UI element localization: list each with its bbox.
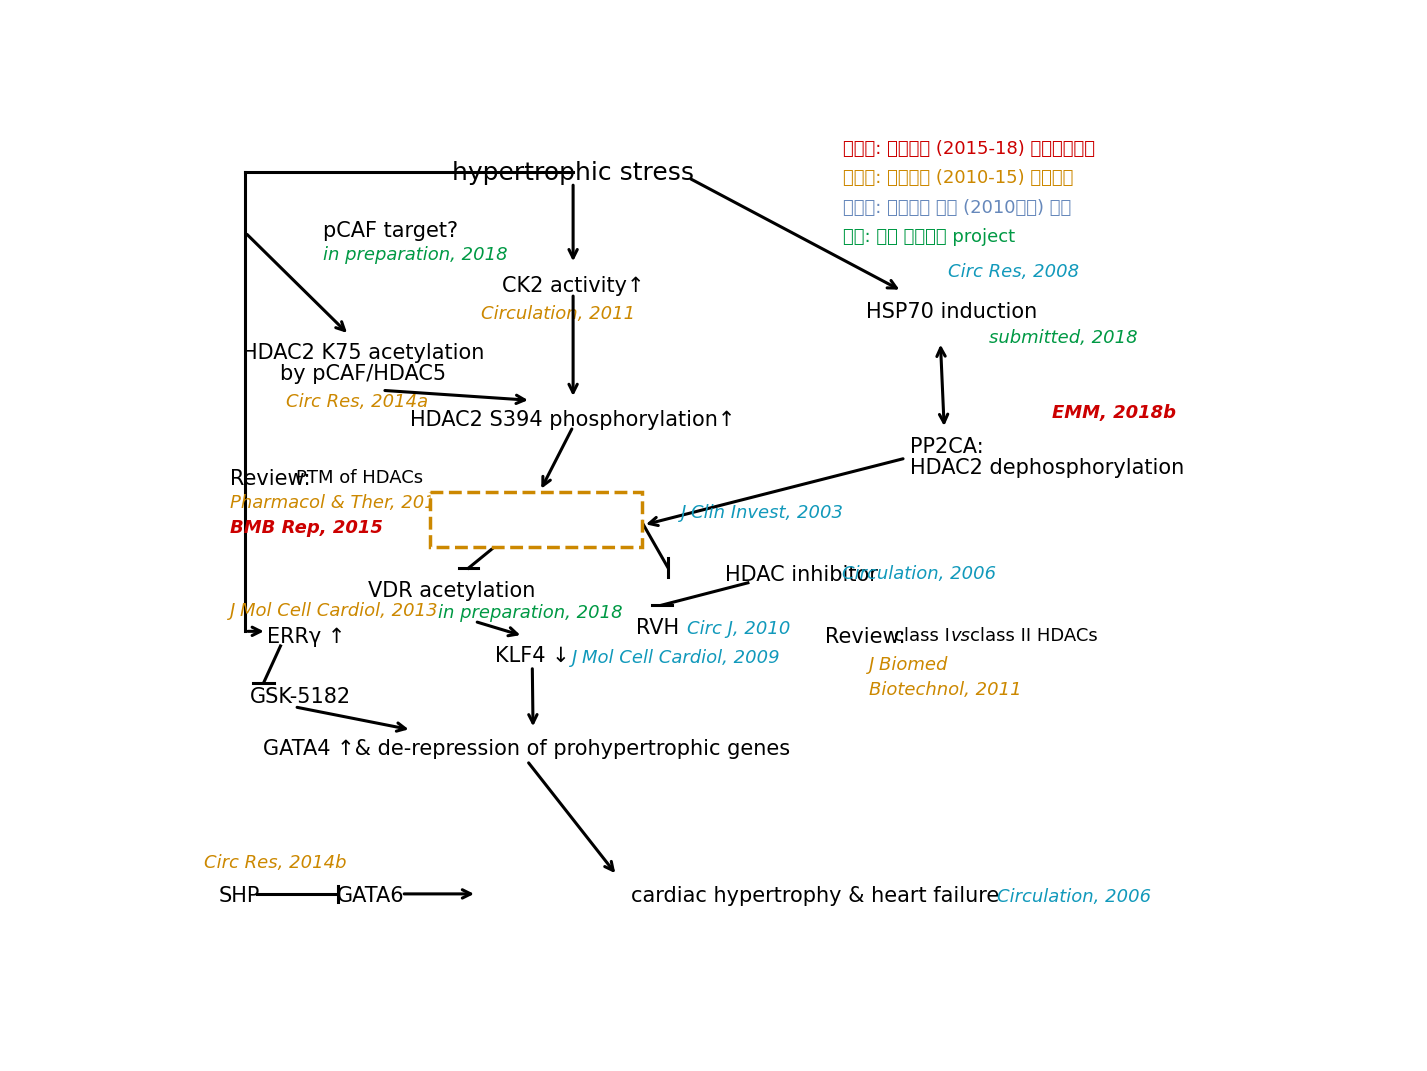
Text: HDAC2 S394 phosphorylation↑: HDAC2 S394 phosphorylation↑	[411, 409, 736, 429]
Text: class II HDACs: class II HDACs	[970, 628, 1099, 646]
Text: class I: class I	[895, 628, 950, 646]
Text: Circ Res, 2008: Circ Res, 2008	[948, 263, 1079, 282]
Text: RVH: RVH	[636, 618, 679, 638]
Text: Circulation, 2011: Circulation, 2011	[481, 305, 635, 322]
Text: Circulation, 2006: Circulation, 2006	[996, 888, 1150, 906]
Text: 붉은색: 중견후속 (2015-18) 연구사사논문: 붉은색: 중견후속 (2015-18) 연구사사논문	[842, 140, 1095, 159]
Text: Circ Res, 2014a: Circ Res, 2014a	[285, 393, 428, 410]
Text: Pharmacol & Ther, 2014: Pharmacol & Ther, 2014	[230, 495, 447, 512]
Text: 주황색: 중견연구 (2010-15) 시사논문: 주황색: 중견연구 (2010-15) 시사논문	[842, 169, 1073, 187]
Text: HDAC2 dephosphorylation: HDAC2 dephosphorylation	[909, 458, 1184, 478]
Text: HDAC2 activity ↑: HDAC2 activity ↑	[445, 509, 626, 529]
Text: 파란색: 중견연구 이전 (2010이전) 논문: 파란색: 중견연구 이전 (2010이전) 논문	[842, 198, 1070, 216]
Text: hypertrophic stress: hypertrophic stress	[452, 161, 694, 185]
Text: KLF4 ↓: KLF4 ↓	[495, 646, 569, 666]
Text: J Biomed: J Biomed	[869, 655, 948, 674]
Text: submitted, 2018: submitted, 2018	[989, 329, 1137, 347]
Text: HSP70 induction: HSP70 induction	[866, 302, 1037, 321]
Text: J Mol Cell Cardiol, 2013: J Mol Cell Cardiol, 2013	[230, 602, 438, 620]
Text: CK2 activity↑: CK2 activity↑	[502, 276, 645, 297]
Text: HDAC inhibitor: HDAC inhibitor	[725, 565, 878, 585]
Text: 녹색: 현재 진행중인 project: 녹색: 현재 진행중인 project	[842, 228, 1015, 246]
Text: SHP: SHP	[218, 886, 260, 906]
Text: PP2CA:: PP2CA:	[909, 437, 983, 456]
Text: Circ J, 2010: Circ J, 2010	[686, 620, 791, 637]
Text: Circ Res, 2014b: Circ Res, 2014b	[204, 854, 345, 872]
Text: HDAC2 K75 acetylation: HDAC2 K75 acetylation	[241, 343, 484, 363]
Text: EMM, 2018b: EMM, 2018b	[1052, 404, 1176, 422]
Text: in preparation, 2018: in preparation, 2018	[438, 604, 622, 622]
Text: Circulation, 2006: Circulation, 2006	[842, 565, 996, 583]
Text: Review:: Review:	[230, 469, 310, 488]
Text: ERRγ ↑: ERRγ ↑	[267, 628, 345, 648]
Text: by pCAF/HDAC5: by pCAF/HDAC5	[280, 364, 447, 384]
FancyBboxPatch shape	[430, 492, 642, 546]
Text: J Mol Cell Cardiol, 2009: J Mol Cell Cardiol, 2009	[572, 649, 781, 667]
Text: pCAF target?: pCAF target?	[323, 221, 458, 241]
Text: BMB Rep, 2015: BMB Rep, 2015	[230, 519, 382, 537]
Text: vs: vs	[950, 628, 970, 646]
Text: GSK-5182: GSK-5182	[250, 687, 351, 707]
Text: J Clin Invest, 2003: J Clin Invest, 2003	[681, 503, 843, 522]
Text: Review:: Review:	[825, 628, 905, 648]
Text: GATA6: GATA6	[337, 886, 404, 906]
Text: PTM of HDACs: PTM of HDACs	[295, 469, 422, 487]
Text: GATA4 ↑& de-repression of prohypertrophic genes: GATA4 ↑& de-repression of prohypertrophi…	[264, 739, 791, 759]
Text: in preparation, 2018: in preparation, 2018	[323, 246, 508, 265]
Text: Biotechnol, 2011: Biotechnol, 2011	[869, 681, 1022, 699]
Text: cardiac hypertrophy & heart failure: cardiac hypertrophy & heart failure	[631, 886, 999, 906]
Text: VDR acetylation: VDR acetylation	[368, 582, 535, 601]
